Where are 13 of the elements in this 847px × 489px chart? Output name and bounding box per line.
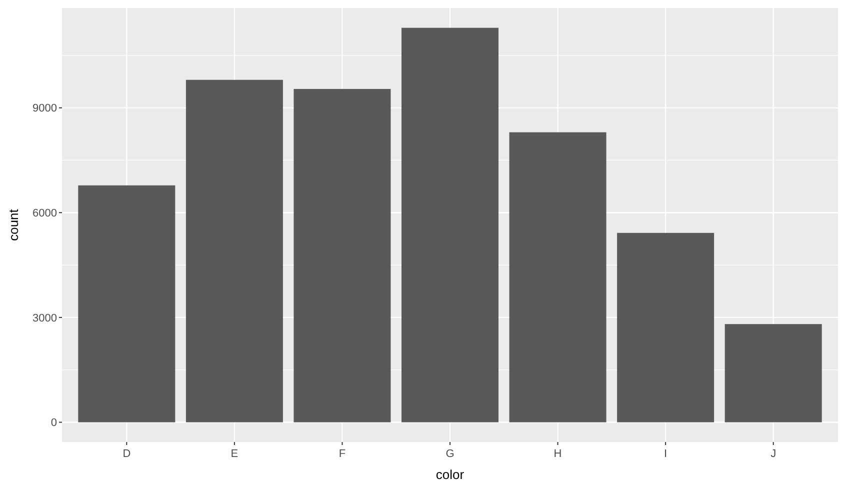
x-tick-label: E — [230, 448, 238, 460]
y-tick-label: 6000 — [32, 207, 57, 220]
x-tick-label: I — [664, 448, 668, 460]
x-tick-label: F — [338, 448, 346, 460]
x-tick-label: J — [770, 448, 776, 460]
x-tick-label: H — [554, 448, 562, 460]
x-tick-label: G — [446, 448, 454, 460]
x-tick-label: D — [122, 448, 131, 460]
y-tick-label: 0 — [50, 417, 57, 430]
y-tick-label: 3000 — [32, 312, 57, 324]
y-tick-label: 9000 — [32, 102, 57, 115]
y-axis-title: count — [6, 208, 21, 241]
x-axis-title: color — [436, 467, 465, 482]
